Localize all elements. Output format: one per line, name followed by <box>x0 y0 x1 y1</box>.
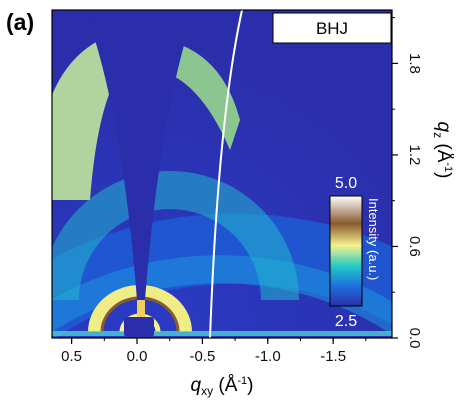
x-tick-label: 0.0 <box>127 348 148 365</box>
beam-stop <box>124 317 154 337</box>
x-axis: 0.5 0.0 -0.5 -1.0 -1.5 <box>61 338 367 365</box>
x-tick-label: -1.5 <box>320 348 346 365</box>
y-tick-label: 0.6 <box>406 236 423 257</box>
x-tick-label: 0.5 <box>61 348 82 365</box>
y-tick-label: 1.2 <box>406 145 423 166</box>
y-tick-label: 1.8 <box>406 53 423 74</box>
colorbar-max-label: 5.0 <box>335 175 357 192</box>
horizon <box>52 331 392 336</box>
x-tick-label: -1.0 <box>255 348 281 365</box>
panel-label: (a) <box>6 9 34 35</box>
colorbar: 5.0 2.5 Intensity (a.u.) <box>329 175 381 330</box>
colorbar-title: Intensity (a.u.) <box>366 198 381 280</box>
missing-wedge <box>85 10 195 300</box>
legend: BHJ <box>272 12 392 44</box>
colorbar-scale <box>329 195 363 307</box>
colorbar-min-label: 2.5 <box>335 313 357 330</box>
y-axis: 0.0 0.6 1.2 1.8 <box>392 17 423 349</box>
plot-frame <box>51 9 393 339</box>
plot-area <box>52 10 392 338</box>
mid-ring <box>52 171 299 301</box>
y-tick-label: 0.0 <box>406 328 423 349</box>
x-tick-label: -0.5 <box>189 348 215 365</box>
guide-line <box>209 10 243 338</box>
legend-box <box>272 12 392 44</box>
y-axis-title: qz (Å-1) <box>431 122 454 179</box>
scattering-pattern <box>52 10 392 338</box>
legend-label: BHJ <box>316 19 348 38</box>
outer-ring-core <box>52 255 392 335</box>
x-axis-title: qxy (Å-1) <box>191 375 254 398</box>
